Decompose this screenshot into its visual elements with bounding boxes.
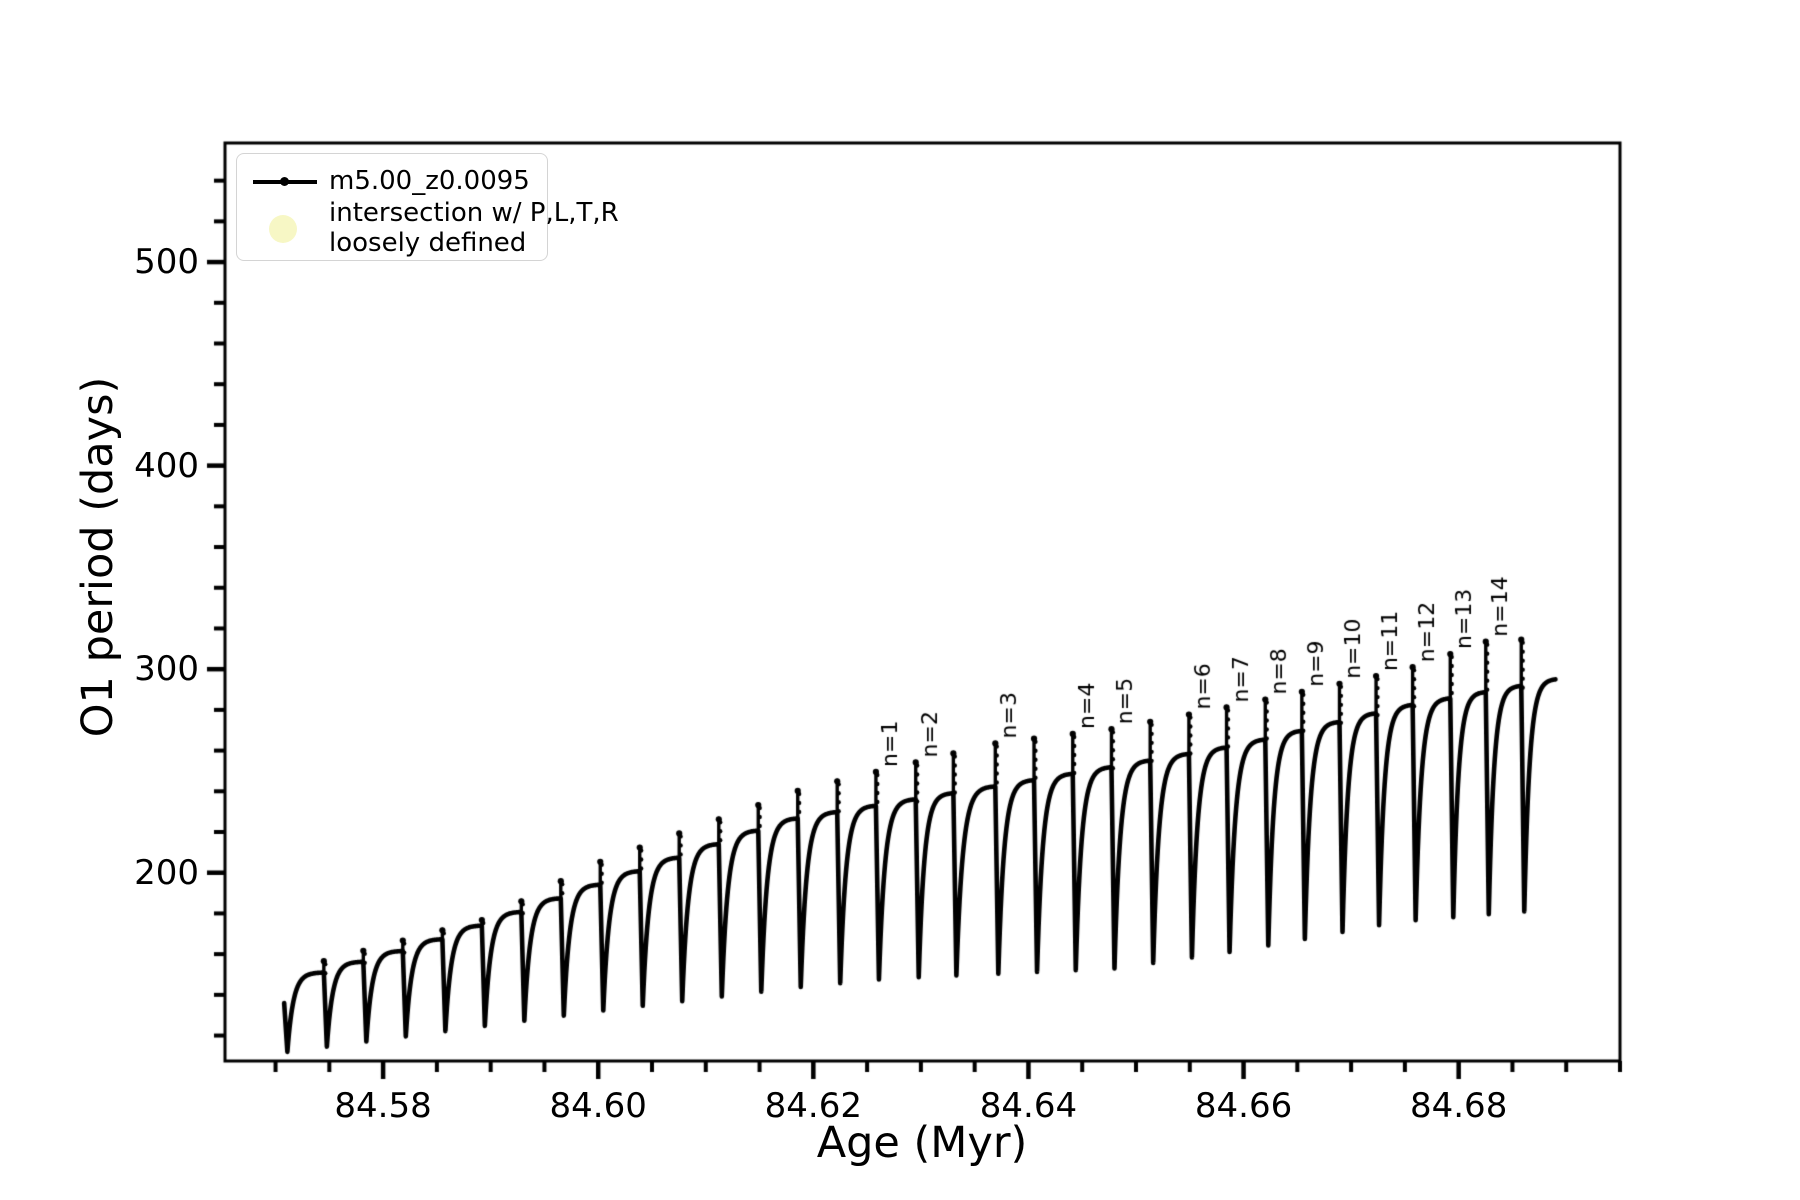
x-axis-label: Age (Myr)	[816, 1118, 1028, 1168]
x-tick-label: 84.64	[979, 1086, 1078, 1126]
x-tick-label: 84.66	[1194, 1086, 1293, 1126]
y-tick-label: 200	[134, 852, 199, 893]
x-tick-label: 84.60	[549, 1086, 647, 1126]
legend-scatter-label-line1: intersection w/ P,L,T,R	[329, 198, 619, 228]
legend-entry-series: m5.00_z0.0095	[237, 164, 547, 198]
y-tick-label: 300	[134, 649, 199, 690]
y-axis-label: O1 period (days)	[73, 376, 123, 738]
legend-line-marker-dot-icon	[280, 177, 289, 186]
x-tick-label: 84.62	[764, 1086, 862, 1126]
x-tick-label: 84.58	[334, 1086, 432, 1126]
legend-scatter-marker-icon	[269, 215, 297, 243]
legend: m5.00_z0.0095 intersection w/ P,L,T,R lo…	[236, 153, 619, 261]
x-tick-label: 84.68	[1409, 1086, 1508, 1126]
legend-scatter-label: intersection w/ P,L,T,R loosely defined	[329, 198, 619, 258]
y-tick-label: 500	[134, 242, 199, 283]
legend-scatter-label-line2: loosely defined	[329, 228, 527, 258]
y-tick-label: 400	[134, 445, 199, 486]
legend-entry-intersection: intersection w/ P,L,T,R loosely defined	[237, 198, 619, 258]
legend-series-label: m5.00_z0.0095	[329, 166, 530, 196]
